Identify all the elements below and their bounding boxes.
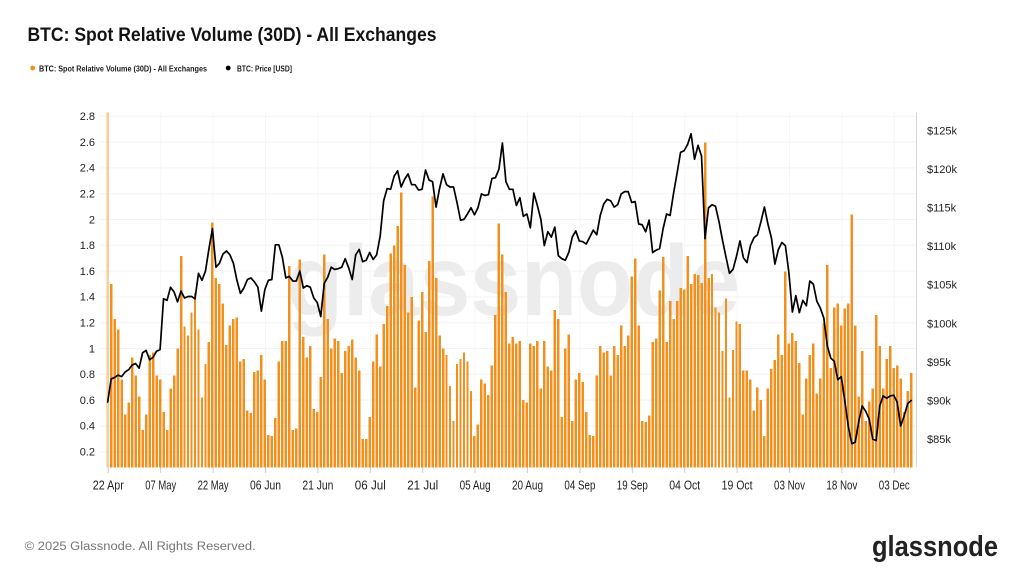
svg-text:glassnode: glassnode [872,531,998,563]
svg-text:© 2025 Glassnode. All Rights R: © 2025 Glassnode. All Rights Reserved. [25,539,256,553]
svg-text:2.4: 2.4 [80,163,95,175]
svg-text:glassnode: glassnode [287,225,740,337]
svg-text:2.2: 2.2 [80,189,95,201]
svg-text:1: 1 [89,343,95,355]
svg-text:07 May: 07 May [145,479,177,493]
svg-text:19 Sep: 19 Sep [617,479,648,493]
svg-text:2: 2 [89,214,95,226]
svg-text:0.8: 0.8 [80,369,95,381]
svg-text:21 Jun: 21 Jun [302,479,333,493]
svg-text:0.2: 0.2 [80,447,95,459]
svg-text:0.4: 0.4 [80,421,95,433]
svg-text:03 Dec: 03 Dec [879,479,910,493]
svg-text:04 Sep: 04 Sep [564,479,595,493]
svg-text:1.6: 1.6 [80,266,95,278]
svg-text:22 May: 22 May [198,479,230,493]
svg-text:$100k: $100k [927,318,957,330]
svg-text:$90k: $90k [927,395,951,407]
svg-text:03 Nov: 03 Nov [774,479,806,493]
svg-text:04 Oct: 04 Oct [669,479,700,493]
svg-text:$115k: $115k [927,203,957,215]
svg-text:21 Jul: 21 Jul [407,479,438,493]
svg-text:$120k: $120k [927,164,957,176]
svg-text:19 Oct: 19 Oct [722,479,753,493]
svg-text:$95k: $95k [927,357,951,369]
svg-text:20 Aug: 20 Aug [512,479,543,493]
svg-text:$105k: $105k [927,280,957,292]
svg-text:BTC: Price [USD]: BTC: Price [USD] [237,64,292,74]
svg-text:1.8: 1.8 [80,240,95,252]
svg-text:BTC: Spot Relative Volume (30D: BTC: Spot Relative Volume (30D) - All Ex… [39,64,207,74]
svg-text:BTC: Spot Relative Volume (30D: BTC: Spot Relative Volume (30D) - All Ex… [28,24,437,46]
svg-text:0.6: 0.6 [80,395,95,407]
svg-text:2.6: 2.6 [80,137,95,149]
svg-text:$85k: $85k [927,434,951,446]
svg-text:1.4: 1.4 [80,292,95,304]
svg-text:06 Jun: 06 Jun [250,479,281,493]
svg-text:$110k: $110k [927,241,957,253]
svg-text:18 Nov: 18 Nov [826,479,858,493]
svg-text:1.2: 1.2 [80,318,95,330]
svg-text:22 Apr: 22 Apr [93,479,124,493]
svg-text:05 Aug: 05 Aug [460,479,491,493]
svg-text:$125k: $125k [927,126,957,138]
svg-text:2.8: 2.8 [80,111,95,123]
svg-text:06 Jul: 06 Jul [355,479,386,493]
